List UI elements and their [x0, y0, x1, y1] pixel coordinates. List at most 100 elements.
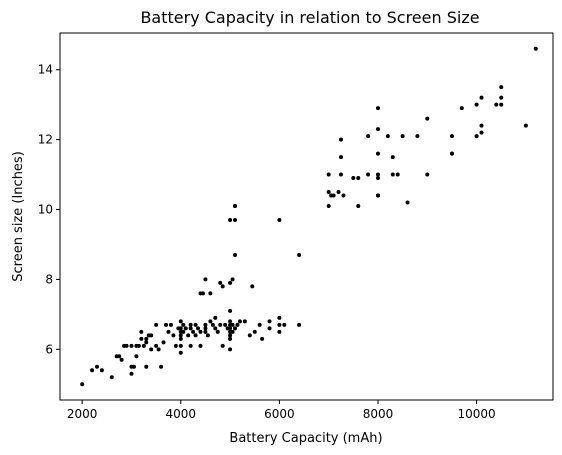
data-point-102	[267, 319, 272, 324]
data-point-88	[230, 277, 235, 282]
data-point-155	[523, 123, 528, 128]
data-point-93	[233, 252, 238, 257]
data-point-77	[228, 326, 233, 331]
data-point-100	[257, 322, 262, 327]
data-point-48	[188, 343, 193, 348]
data-point-113	[326, 172, 331, 177]
data-point-126	[375, 106, 380, 111]
data-point-95	[237, 319, 242, 324]
data-point-129	[375, 176, 380, 181]
data-point-12	[129, 343, 134, 348]
data-point-46	[183, 326, 188, 331]
data-point-73	[220, 284, 225, 289]
data-point-17	[139, 336, 144, 341]
data-point-20	[144, 336, 149, 341]
x-axis-ticks: 2000 4000 6000 8000 10000	[67, 400, 496, 421]
data-point-38	[178, 333, 183, 338]
data-point-24	[149, 347, 154, 352]
data-point-81	[228, 347, 233, 352]
data-point-0	[80, 382, 85, 387]
plot-frame	[59, 32, 554, 401]
data-point-103	[267, 326, 272, 331]
x-axis-label: Battery Capacity (mAh)	[229, 431, 382, 446]
y-tick-label: 14	[38, 63, 53, 77]
data-point-110	[297, 322, 302, 327]
data-point-39	[178, 336, 183, 341]
data-point-44	[181, 329, 186, 334]
y-tick-label: 10	[38, 203, 53, 217]
data-point-33	[168, 322, 173, 327]
data-point-107	[277, 218, 282, 222]
data-point-101	[260, 336, 265, 341]
data-point-51	[191, 329, 196, 334]
data-point-128	[375, 151, 380, 156]
data-point-41	[178, 343, 183, 348]
data-point-29	[159, 364, 164, 369]
data-point-137	[400, 134, 405, 139]
x-tick-label: 6000	[264, 407, 295, 421]
data-point-83	[228, 308, 233, 313]
x-tick-label: 4000	[166, 407, 197, 421]
data-point-141	[425, 116, 430, 121]
data-point-99	[252, 329, 257, 334]
data-point-118	[339, 155, 344, 160]
data-point-108	[282, 322, 287, 327]
data-point-15	[134, 354, 139, 359]
data-point-96	[242, 319, 247, 324]
data-point-111	[326, 204, 331, 209]
data-point-67	[213, 326, 218, 331]
data-point-79	[228, 319, 233, 324]
data-point-65	[208, 319, 213, 324]
data-point-23	[144, 364, 149, 369]
data-point-98	[250, 284, 255, 289]
data-point-13	[131, 364, 136, 369]
data-point-2	[94, 364, 99, 369]
data-point-156	[533, 46, 538, 51]
data-point-66	[210, 322, 215, 327]
data-point-112	[326, 190, 331, 195]
data-point-86	[230, 322, 235, 327]
data-point-49	[188, 326, 193, 331]
data-point-26	[154, 343, 159, 348]
x-tick-label: 8000	[363, 407, 394, 421]
data-point-153	[499, 85, 504, 90]
data-point-34	[171, 333, 176, 338]
data-point-125	[366, 134, 371, 139]
data-point-18	[139, 329, 144, 334]
data-point-52	[193, 322, 198, 327]
data-point-50	[188, 322, 193, 327]
data-point-87	[230, 329, 235, 334]
data-point-152	[499, 95, 504, 100]
data-point-72	[220, 343, 225, 348]
data-point-6	[117, 354, 122, 359]
data-point-94	[235, 322, 240, 327]
data-point-9	[124, 343, 129, 348]
data-point-35	[173, 343, 178, 348]
data-point-68	[213, 315, 218, 320]
data-point-150	[479, 95, 484, 100]
data-point-122	[356, 176, 361, 181]
data-point-139	[415, 134, 420, 139]
data-point-59	[203, 322, 208, 327]
data-point-85	[228, 218, 233, 222]
data-point-140	[425, 172, 430, 177]
data-point-62	[203, 277, 208, 282]
data-point-149	[479, 130, 484, 135]
data-point-142	[449, 134, 454, 139]
data-point-16	[136, 343, 141, 348]
data-point-42	[178, 350, 183, 355]
data-point-74	[223, 322, 228, 327]
chart-title: Battery Capacity in relation to Screen S…	[140, 8, 479, 27]
y-axis-ticks: 6 8 10 12 14	[38, 63, 60, 356]
data-point-104	[277, 322, 282, 327]
data-point-121	[351, 176, 356, 181]
data-point-123	[356, 204, 361, 209]
data-point-147	[474, 134, 479, 139]
data-point-130	[375, 172, 380, 177]
data-point-7	[119, 357, 124, 362]
data-point-124	[366, 172, 371, 177]
data-point-132	[375, 193, 380, 198]
data-point-63	[205, 333, 210, 338]
data-points	[80, 46, 538, 387]
